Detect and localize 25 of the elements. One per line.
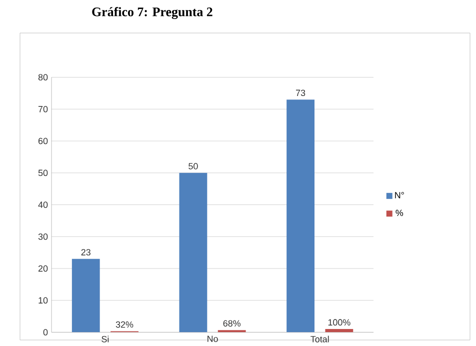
- data-label: 68%: [223, 320, 240, 327]
- legend-label: %: [396, 210, 404, 216]
- data-label: 32%: [116, 322, 134, 328]
- y-tick-label: 30: [38, 234, 48, 240]
- x-tick-label: Total: [310, 336, 329, 343]
- bar: [179, 173, 208, 332]
- x-tick-label: No: [208, 336, 218, 342]
- y-tick-label: 20: [38, 265, 48, 272]
- y-tick-label: 80: [38, 74, 48, 81]
- y-tick-label: 50: [38, 170, 48, 176]
- y-tick-label: 60: [38, 138, 48, 144]
- y-tick-label: 70: [38, 106, 48, 112]
- data-label: 23: [81, 249, 90, 256]
- y-tick-label: 0: [43, 329, 48, 336]
- y-tick-label: 10: [38, 297, 48, 304]
- bar: [72, 259, 100, 332]
- data-label: 100%: [328, 319, 350, 326]
- chart-title: Gráfico 7: Pregunta 2: [92, 7, 212, 20]
- x-tick-label: Si: [102, 336, 109, 343]
- bar: [325, 329, 354, 332]
- data-label: 50: [188, 163, 198, 170]
- bar: [286, 100, 314, 332]
- y-tick-label: 40: [38, 202, 48, 208]
- legend-label: N°: [395, 192, 404, 198]
- data-label: 73: [296, 90, 306, 96]
